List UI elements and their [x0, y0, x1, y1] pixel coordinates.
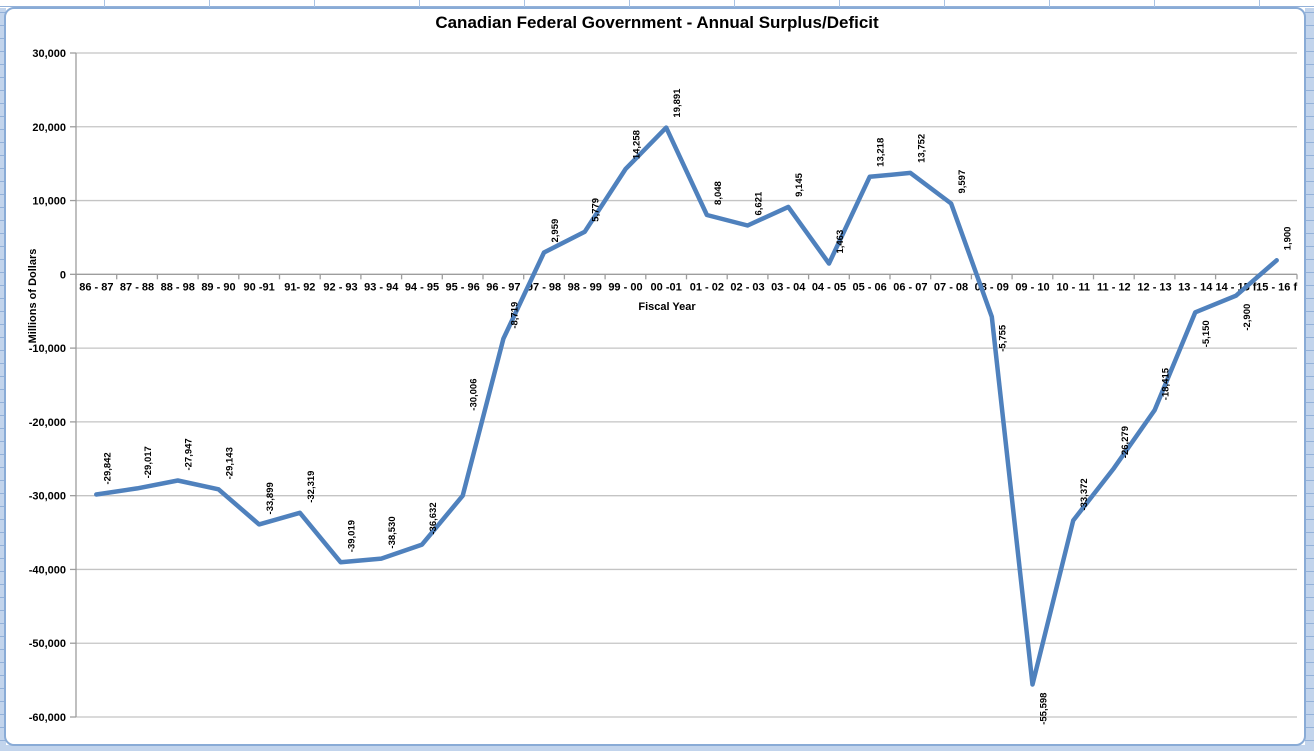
chart-object-frame[interactable]	[4, 7, 1306, 746]
data-label: 9,145	[794, 172, 805, 196]
data-label: 5,779	[591, 198, 602, 222]
data-label: -32,319	[306, 471, 317, 503]
x-axis-tick-label: 87 - 88	[120, 281, 154, 293]
x-axis-tick-label: 06 - 07	[893, 281, 927, 293]
x-axis-tick-label: 92 - 93	[323, 281, 357, 293]
data-label: 14,258	[631, 130, 642, 159]
x-axis-tick-label: 03 - 04	[771, 281, 806, 293]
y-axis-tick-label: -60,000	[29, 712, 66, 724]
data-label: 13,218	[876, 138, 887, 167]
x-axis-tick-label: 15 - 16 f	[1256, 281, 1297, 293]
data-label: -26,279	[1120, 426, 1131, 458]
data-label: -29,017	[143, 446, 154, 478]
data-label: -33,899	[265, 482, 276, 514]
x-axis-tick-label: 97 - 98	[527, 281, 561, 293]
y-axis-tick-label: 20,000	[32, 122, 66, 134]
y-axis-tick-label: 0	[60, 269, 66, 281]
chart-title: Canadian Federal Government - Annual Sur…	[435, 13, 879, 32]
data-label: -8,719	[509, 302, 520, 329]
y-axis-tick-label: -50,000	[29, 638, 66, 650]
data-label: -18,415	[1161, 367, 1172, 400]
data-label: -5,755	[998, 324, 1009, 352]
x-axis-tick-label: 99 - 00	[608, 281, 642, 293]
data-label: 1,900	[1283, 227, 1294, 251]
data-label: -5,150	[1201, 320, 1212, 347]
data-label: 13,752	[916, 134, 927, 163]
x-axis-tick-label: 88 - 98	[161, 281, 195, 293]
spreadsheet-edge-left	[0, 0, 6, 751]
spreadsheet-edge-top	[0, 0, 1314, 8]
x-axis-tick-label: 93 - 94	[364, 281, 399, 293]
data-label: -33,372	[1079, 478, 1090, 510]
x-axis-tick-label: 10 - 11	[1056, 281, 1090, 293]
data-label: -30,006	[469, 378, 480, 410]
data-label: 9,597	[957, 170, 968, 194]
y-axis-title: Millions of Dollars	[27, 248, 39, 344]
data-label: -38,530	[387, 516, 398, 548]
x-axis-tick-label: 91- 92	[284, 281, 315, 293]
data-label: 19,891	[672, 88, 683, 118]
y-axis-tick-label: 30,000	[32, 48, 66, 60]
data-label: -29,143	[224, 447, 235, 479]
x-axis-tick-label: 04 - 05	[812, 281, 846, 293]
data-label: -39,019	[347, 520, 358, 552]
data-label: -27,947	[184, 438, 195, 470]
y-axis-tick-label: -30,000	[29, 491, 66, 503]
x-axis-tick-label: 96 - 97	[486, 281, 520, 293]
x-axis-tick-label: 13 - 14	[1178, 281, 1213, 293]
data-label: -2,900	[1242, 304, 1253, 331]
x-axis-tick-label: 02 - 03	[730, 281, 764, 293]
x-axis-tick-label: 90 -91	[244, 281, 275, 293]
spreadsheet-edge-bottom	[0, 745, 1314, 751]
y-axis-tick-label: -10,000	[29, 343, 66, 355]
x-axis-tick-label: 09 - 10	[1015, 281, 1049, 293]
x-axis-tick-label: 98 - 99	[568, 281, 602, 293]
x-axis-tick-label: 94 - 95	[405, 281, 439, 293]
data-label: 8,048	[713, 181, 724, 205]
x-axis-tick-label: 95 - 96	[446, 281, 480, 293]
data-label: 1,463	[835, 230, 846, 254]
x-axis-title: Fiscal Year	[638, 301, 696, 313]
x-axis-tick-label: 01 - 02	[690, 281, 724, 293]
x-axis-tick-label: 11 - 12	[1097, 281, 1131, 293]
data-label: -29,842	[102, 452, 113, 484]
x-axis-tick-label: 00 -01	[651, 281, 682, 293]
y-axis-tick-label: -40,000	[29, 564, 66, 576]
y-axis-tick-label: 10,000	[32, 196, 66, 208]
x-axis-tick-label: 07 - 08	[934, 281, 968, 293]
spreadsheet-edge-right	[1305, 0, 1314, 751]
x-axis-tick-label: 05 - 06	[853, 281, 887, 293]
surplus-deficit-series-line[interactable]	[94, 125, 1279, 687]
data-label: 2,959	[550, 219, 561, 243]
data-label: 6,621	[754, 191, 765, 215]
y-axis-tick-label: -20,000	[29, 417, 66, 429]
data-label: -36,632	[428, 502, 439, 534]
x-axis-tick-label: 89 - 90	[201, 281, 235, 293]
data-label: -55,598	[1038, 693, 1049, 725]
x-axis-tick-label: 86 - 87	[79, 281, 113, 293]
x-axis-tick-label: 12 - 13	[1137, 281, 1171, 293]
